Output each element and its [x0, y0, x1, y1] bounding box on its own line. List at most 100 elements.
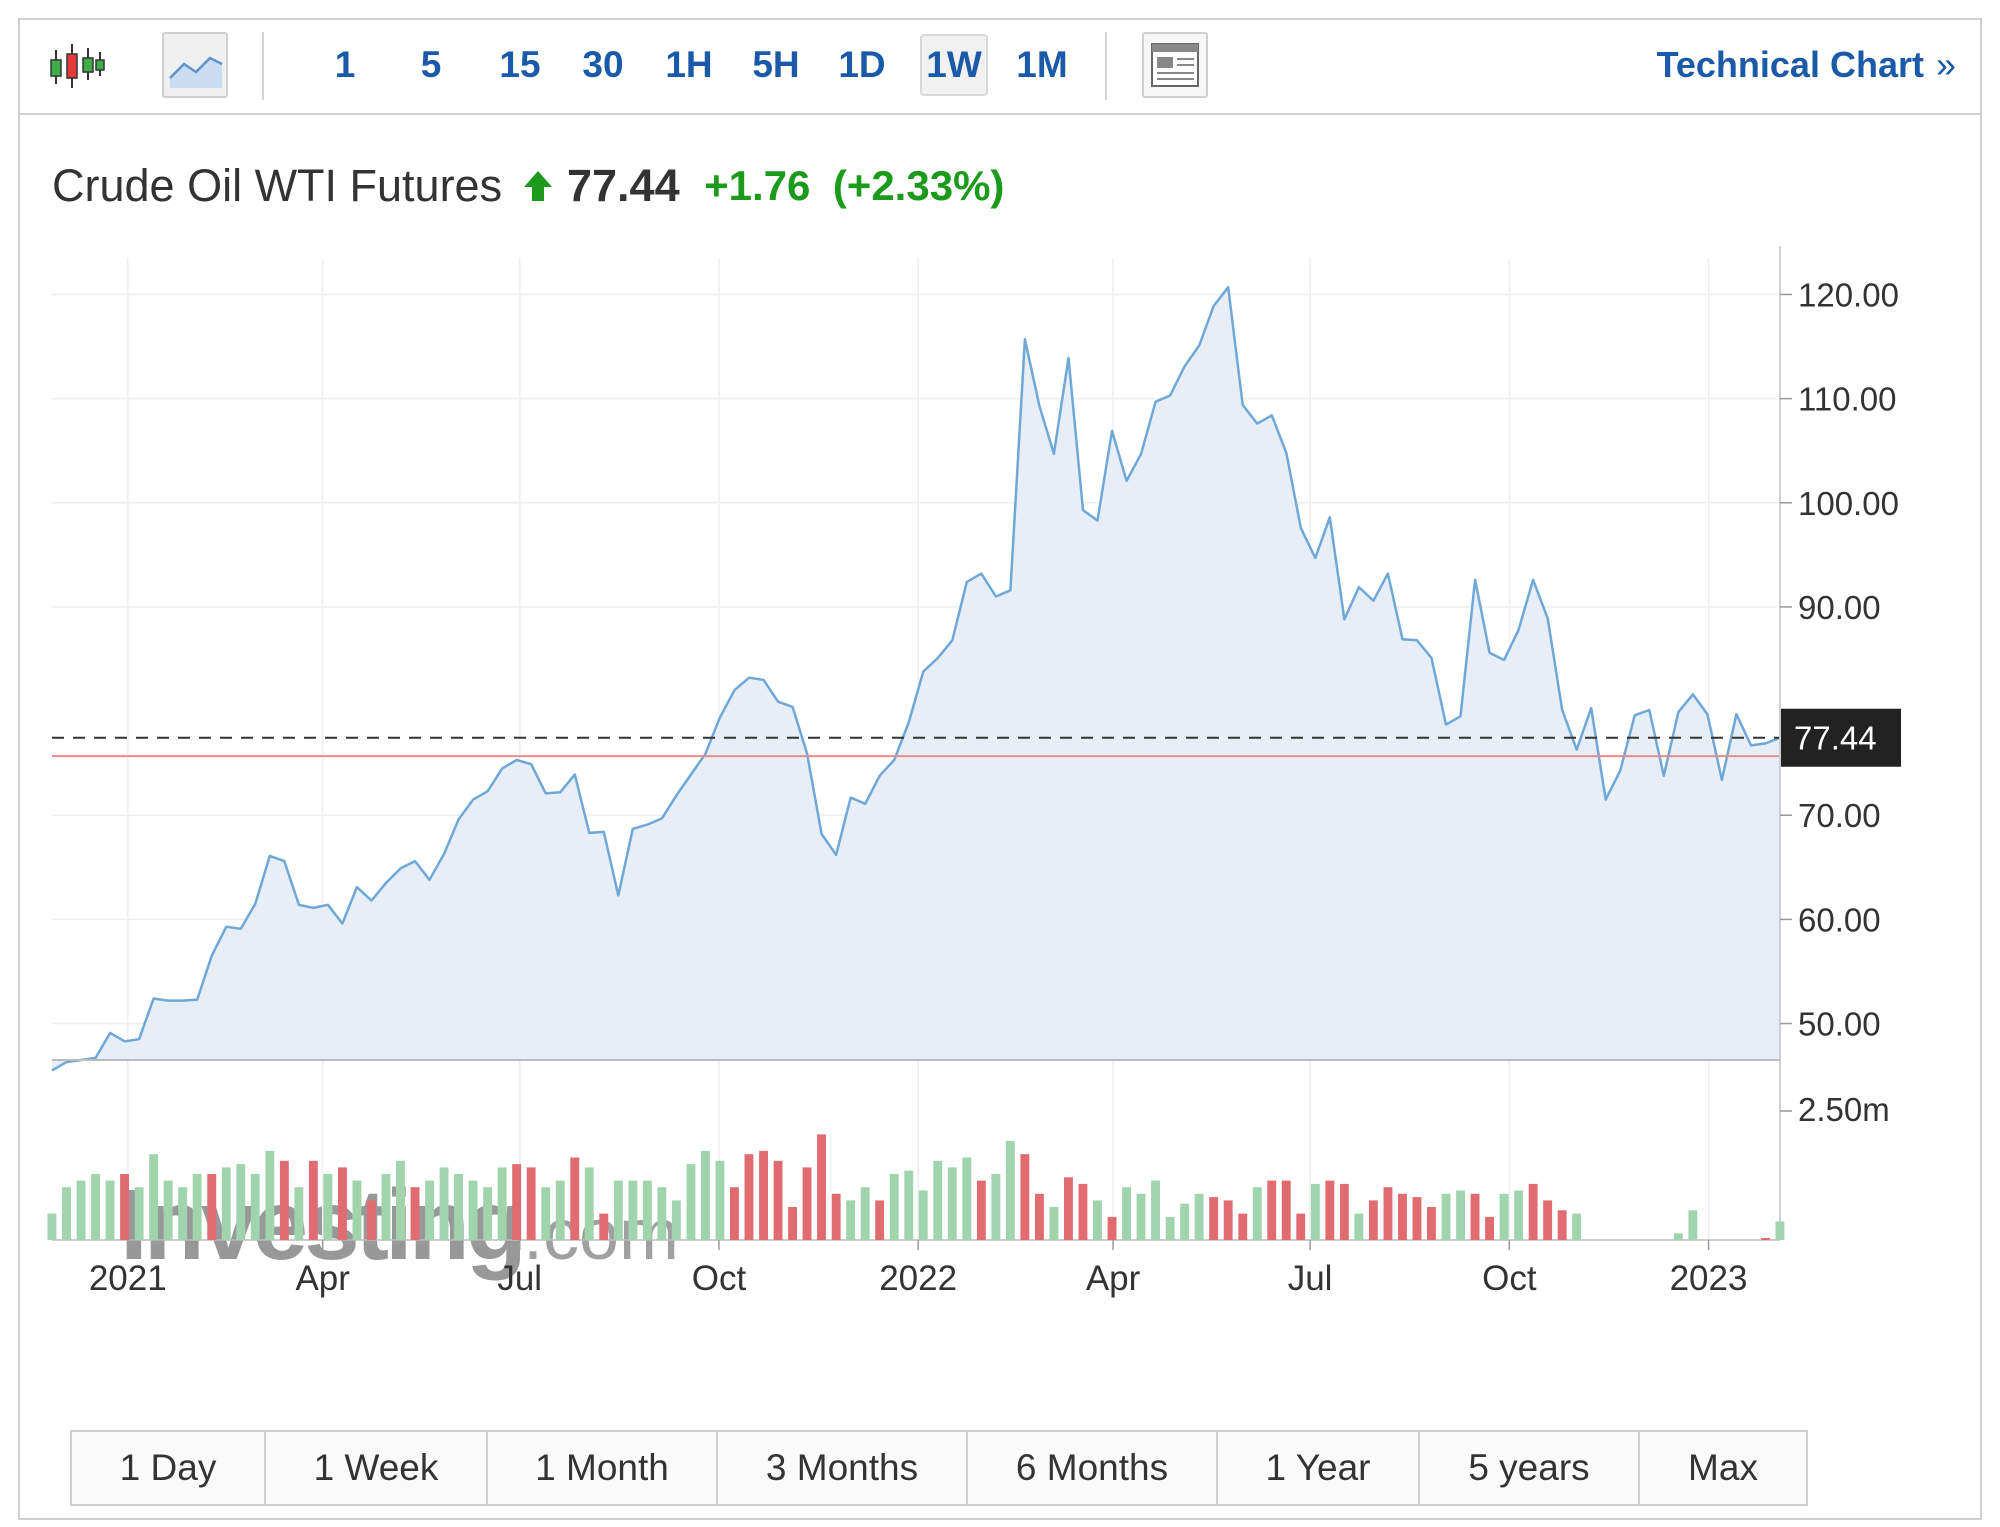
interval-1w[interactable]: 1W — [920, 34, 988, 96]
volume-bar — [352, 1180, 362, 1240]
volume-bar — [1267, 1180, 1277, 1240]
range-1-week[interactable]: 1 Week — [266, 1432, 488, 1504]
volume-bar — [599, 1213, 609, 1240]
volume-bar — [1281, 1180, 1291, 1240]
volume-bar — [1514, 1190, 1524, 1240]
volume-bar — [163, 1180, 173, 1240]
volume-bar — [962, 1157, 972, 1240]
volume-bar — [308, 1160, 318, 1240]
volume-bar — [1151, 1180, 1160, 1240]
interval-1d[interactable]: 1D — [838, 44, 886, 85]
range-1-month[interactable]: 1 Month — [488, 1432, 718, 1504]
interval-1h[interactable]: 1H — [665, 44, 713, 85]
interval-5[interactable]: 5 — [420, 44, 442, 85]
interval-5h[interactable]: 5H — [752, 44, 800, 85]
toolbar-divider — [262, 32, 264, 100]
volume-bar — [991, 1174, 1001, 1240]
volume-bar — [1035, 1193, 1044, 1240]
volume-bar — [1209, 1197, 1219, 1240]
volume-bar — [483, 1187, 493, 1240]
volume-bar — [454, 1174, 463, 1240]
volume-bar — [875, 1200, 885, 1240]
range-3-months[interactable]: 3 Months — [718, 1432, 968, 1504]
volume-bar — [730, 1187, 739, 1240]
volume-bar — [323, 1174, 333, 1240]
volume-bar — [468, 1180, 478, 1240]
volume-bar — [1122, 1187, 1131, 1240]
range-1-day[interactable]: 1 Day — [72, 1432, 266, 1504]
volume-bar — [1572, 1213, 1582, 1240]
volume-bar — [889, 1174, 899, 1240]
volume-bar — [1441, 1193, 1451, 1240]
volume-bar — [497, 1167, 507, 1240]
interval-15[interactable]: 15 — [499, 44, 541, 85]
volume-bar — [1543, 1200, 1553, 1240]
price-change-percent: (+2.33%) — [832, 162, 1005, 209]
volume-bar — [1136, 1193, 1146, 1240]
volume-bar — [1485, 1216, 1494, 1240]
x-tick-label: Oct — [692, 1259, 747, 1298]
volume-bar — [1398, 1193, 1407, 1240]
y-tick-label: 60.00 — [1798, 901, 1881, 938]
volume-bar — [207, 1174, 217, 1240]
volume-bar — [701, 1150, 710, 1240]
interval-30[interactable]: 30 — [582, 44, 624, 85]
volume-bar — [76, 1180, 86, 1240]
x-tick-label: 2022 — [879, 1259, 957, 1298]
interval-1[interactable]: 1 — [334, 44, 356, 85]
volume-bar — [149, 1154, 159, 1240]
volume-bar — [1354, 1213, 1364, 1240]
x-tick-label: Jul — [497, 1259, 542, 1298]
range-1-year[interactable]: 1 Year — [1218, 1432, 1420, 1504]
range-5-years[interactable]: 5 years — [1420, 1432, 1640, 1504]
volume-bar — [1005, 1141, 1015, 1240]
volume-bar — [105, 1180, 115, 1240]
y-tick-label: 90.00 — [1798, 589, 1881, 626]
volume-bar — [62, 1187, 71, 1240]
volume-bar — [1325, 1180, 1335, 1240]
volume-tick-label: 2.50m — [1798, 1091, 1890, 1128]
volume-bar — [367, 1200, 376, 1240]
range-6-months[interactable]: 6 Months — [968, 1432, 1218, 1504]
volume-bar — [178, 1187, 188, 1240]
volume-bar — [410, 1187, 420, 1240]
candlestick-chart-button[interactable] — [36, 32, 108, 98]
range-max[interactable]: Max — [1640, 1432, 1806, 1504]
volume-bar — [817, 1134, 826, 1240]
volume-bar — [1049, 1207, 1059, 1240]
volume-bar — [788, 1207, 797, 1240]
volume-bar — [1078, 1183, 1088, 1240]
price-line — [51, 285, 1781, 1072]
volume-bar — [759, 1150, 768, 1240]
volume-bar — [773, 1160, 783, 1240]
volume-bar — [1194, 1193, 1204, 1240]
volume-bar — [236, 1164, 246, 1240]
instrument-name: Crude Oil WTI Futures — [52, 160, 503, 211]
volume-bar — [860, 1187, 870, 1240]
x-tick-label: Apr — [295, 1259, 350, 1298]
volume-bar — [1688, 1210, 1698, 1240]
volume-bar — [512, 1164, 522, 1240]
volume-bar — [657, 1187, 667, 1240]
current-price-tag — [1781, 708, 1901, 767]
area-chart-button[interactable] — [162, 32, 228, 98]
volume-bar — [294, 1187, 304, 1240]
double-chevron-right-icon: » — [1935, 44, 1956, 85]
volume-bar — [555, 1180, 565, 1240]
last-price: 77.44 — [567, 160, 680, 211]
volume-bar — [904, 1170, 914, 1240]
layout-icon — [1151, 43, 1199, 87]
interval-1m[interactable]: 1M — [1016, 44, 1068, 85]
x-tick-label: Oct — [1482, 1259, 1537, 1298]
instrument-header: Crude Oil WTI Futures 77.44 +1.76 (+2.33… — [52, 160, 1004, 220]
volume-bar — [1368, 1200, 1378, 1240]
layout-button[interactable] — [1142, 32, 1208, 98]
volume-bar — [1456, 1190, 1465, 1240]
x-tick-label: Apr — [1086, 1259, 1141, 1298]
volume-bar — [279, 1160, 289, 1240]
toolbar-divider — [1105, 32, 1107, 100]
volume-bar — [933, 1160, 943, 1240]
volume-bar — [1020, 1154, 1030, 1240]
price-area — [52, 287, 1780, 1071]
technical-chart-link[interactable]: Technical Chart » — [1657, 34, 1956, 96]
